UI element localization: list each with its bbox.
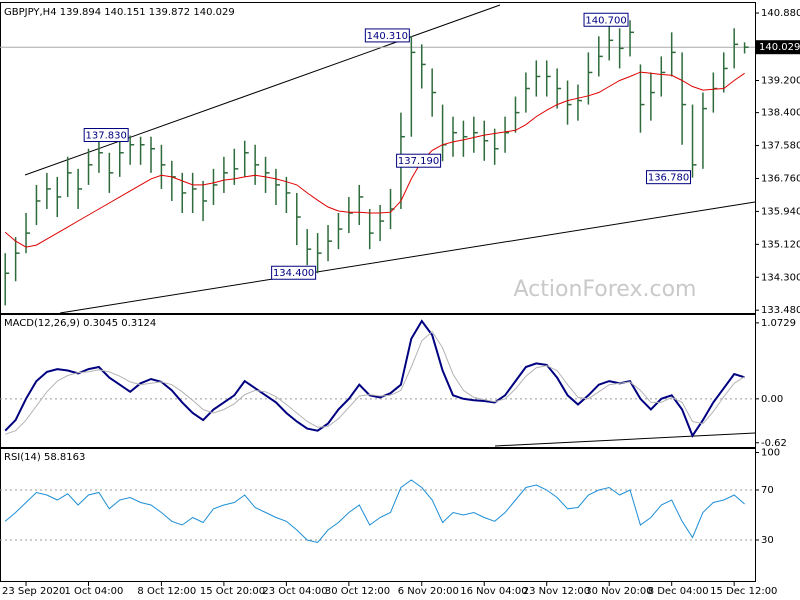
x-tick-label: 30 Nov 20:00 (585, 586, 652, 597)
y-tick-label: 100 (761, 448, 780, 459)
x-tick-label: 30 Oct 12:00 (325, 586, 390, 597)
watermark: ActionForex.com (514, 277, 697, 302)
annotation-label: 137.190 (398, 156, 439, 167)
annotation-label: 137.830 (85, 131, 126, 142)
y-tick-label: 0.00 (761, 394, 783, 405)
y-tick-label: 70 (761, 485, 774, 496)
macd-trendline (494, 432, 756, 447)
x-tick-label: 6 Nov 20:00 (398, 586, 459, 597)
panel-title: RSI(14) 58.8163 (4, 452, 85, 463)
annotation-box (646, 170, 692, 185)
annotation-box (396, 153, 442, 168)
y-tick-label: 133.480 (761, 305, 800, 316)
y-tick-label: -0.62 (761, 438, 787, 449)
y-tick-label: 136.760 (761, 173, 800, 184)
x-tick-label: 23 Sep 2020 (2, 586, 65, 597)
x-tick-label: 16 Nov 04:00 (460, 586, 527, 597)
panel-frame (0, 447, 756, 582)
y-tick-label: 140.880 (761, 8, 800, 19)
x-tick-label: 23 Nov 12:00 (523, 586, 590, 597)
x-tick-label: 15 Dec 12:00 (710, 586, 777, 597)
annotation-box (271, 265, 317, 280)
x-tick-label: 23 Oct 04:00 (262, 586, 327, 597)
x-tick-label: 15 Oct 20:00 (200, 586, 265, 597)
indicator-line (5, 330, 745, 435)
y-tick-label: 139.200 (761, 75, 800, 86)
x-tick-label: 1 Oct 04:00 (65, 586, 124, 597)
panel-frame (0, 2, 756, 315)
y-tick-label: 135.120 (761, 239, 800, 250)
annotation-box (364, 28, 410, 43)
last-price-label: 140.029 (759, 42, 800, 53)
panel-frame (0, 313, 756, 449)
y-tick-label: 134.300 (761, 272, 800, 283)
indicator-line (4, 71, 745, 248)
annotation-label: 140.310 (367, 31, 408, 42)
y-tick-label: 138.400 (761, 108, 800, 119)
panel-title: GBPJPY,H4 139.894 140.151 139.872 140.02… (4, 7, 235, 18)
x-tick-label: 8 Oct 12:00 (137, 586, 196, 597)
y-tick-label: 137.580 (761, 141, 800, 152)
annotation-box (583, 12, 629, 27)
annotation-label: 136.780 (648, 173, 689, 184)
channel-lower (59, 201, 756, 314)
y-tick-label: 30 (761, 535, 774, 546)
annotation-label: 134.400 (273, 268, 314, 279)
panel-title: MACD(12,26,9) 0.3045 0.3124 (4, 318, 156, 329)
annotation-box (83, 128, 129, 143)
indicator-line (4, 479, 745, 544)
annotation-label: 140.700 (585, 15, 626, 26)
last-price-box (756, 40, 800, 55)
y-tick-label: 1.0729 (761, 318, 796, 329)
y-tick-label: 135.940 (761, 206, 800, 217)
channel-upper (24, 4, 501, 176)
x-tick-label: 8 Dec 04:00 (648, 586, 709, 597)
